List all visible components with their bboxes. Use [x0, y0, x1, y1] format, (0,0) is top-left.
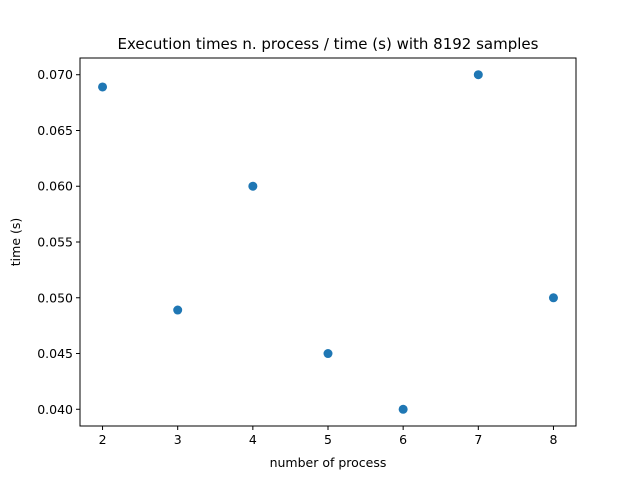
x-tick-label: 4 — [249, 432, 257, 447]
data-point — [548, 293, 558, 303]
y-tick-label: 0.055 — [37, 235, 73, 250]
y-axis-label: time (s) — [8, 218, 23, 266]
x-axis-label: number of process — [270, 455, 387, 470]
x-tick-label: 8 — [549, 432, 557, 447]
data-point — [398, 404, 408, 414]
data-point — [173, 305, 183, 315]
x-tick-label: 5 — [324, 432, 332, 447]
y-tick-label: 0.050 — [37, 290, 73, 305]
y-tick-label: 0.065 — [37, 123, 73, 138]
y-tick-label: 0.070 — [37, 67, 73, 82]
x-tick-label: 6 — [399, 432, 407, 447]
y-tick-label: 0.040 — [37, 402, 73, 417]
data-point — [323, 349, 333, 359]
data-point — [473, 70, 483, 80]
y-tick-label: 0.060 — [37, 179, 73, 194]
x-tick-label: 2 — [99, 432, 107, 447]
x-tick-label: 7 — [474, 432, 482, 447]
data-point — [248, 181, 258, 191]
y-tick-label: 0.045 — [37, 346, 73, 361]
x-tick-label: 3 — [174, 432, 182, 447]
plot-area: 2 3 4 5 6 7 8 0.040 0.045 0.050 0.055 0.060 0.065 0.0… — [37, 57, 577, 447]
chart-title: Execution times n. process / time (s) wi… — [118, 35, 539, 53]
data-point — [98, 82, 108, 92]
